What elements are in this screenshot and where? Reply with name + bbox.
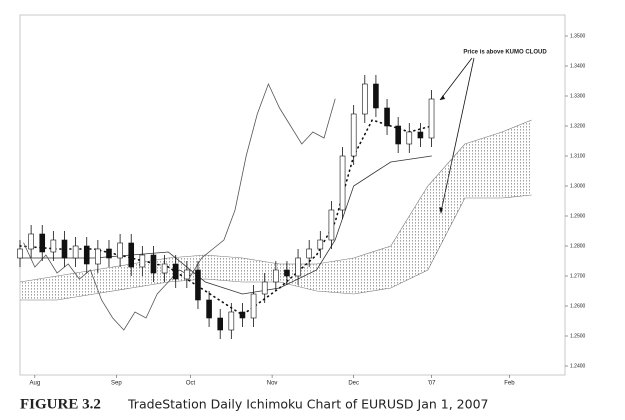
candle-body xyxy=(261,281,268,295)
candle-body xyxy=(83,245,90,265)
candle-body xyxy=(295,257,301,277)
candle-body xyxy=(250,293,257,319)
x-tick-label: Sep xyxy=(111,381,122,387)
y-tick-label: 1.2400 xyxy=(570,363,586,369)
figure-caption: TradeStation Daily Ichimoku Chart of EUR… xyxy=(127,397,488,412)
x-tick-label: Dec xyxy=(348,381,359,387)
candle-body xyxy=(17,248,23,259)
x-tick-label: '07 xyxy=(428,381,436,387)
y-tick-label: 1.3200 xyxy=(570,123,586,129)
y-tick-label: 1.2900 xyxy=(570,213,586,219)
arrow-head xyxy=(440,95,445,100)
y-tick-label: 1.3000 xyxy=(570,183,586,189)
candle-body xyxy=(206,299,212,319)
candle-body xyxy=(417,131,424,139)
candle-body xyxy=(117,242,123,259)
x-tick-label: Aug xyxy=(29,381,40,387)
y-tick-label: 1.3500 xyxy=(570,33,586,39)
candle-body xyxy=(273,269,279,283)
candle-body xyxy=(361,83,368,115)
candle-body xyxy=(317,239,324,250)
candle-body xyxy=(95,248,101,265)
senkou-span xyxy=(19,119,532,283)
x-tick-label: Nov xyxy=(267,381,278,387)
annotation: Price is above KUMO CLOUD xyxy=(463,50,547,56)
x-tick-label: Oct xyxy=(186,381,196,387)
y-tick-label: 1.3300 xyxy=(570,93,586,99)
candle-body xyxy=(239,311,246,319)
figure-label: FIGURE 3.2 xyxy=(20,396,101,412)
x-tick-label: Feb xyxy=(504,381,515,387)
candle-body xyxy=(61,239,68,259)
candle-body xyxy=(384,107,390,127)
candle-body xyxy=(373,83,379,109)
candle-body xyxy=(139,254,146,268)
candle-body xyxy=(172,263,179,280)
candle-body xyxy=(395,125,401,145)
indicator-line xyxy=(23,82,336,331)
candle-body xyxy=(284,269,290,277)
candle-body xyxy=(39,233,46,253)
candle-body xyxy=(106,248,112,259)
candle-body xyxy=(50,239,57,253)
senkou-span xyxy=(20,194,532,301)
candle-body xyxy=(150,254,157,274)
candle-body xyxy=(406,131,413,145)
y-tick-label: 1.2500 xyxy=(570,333,586,339)
annotation-arrow xyxy=(439,57,473,101)
candle-body xyxy=(306,248,312,259)
candle-body xyxy=(161,263,168,274)
candle-body xyxy=(350,113,357,157)
candle-body xyxy=(228,311,235,331)
candle-body xyxy=(195,269,201,301)
candle-body xyxy=(184,269,190,280)
y-tick-label: 1.3100 xyxy=(570,153,586,159)
y-tick-label: 1.2600 xyxy=(570,303,586,309)
candle-body xyxy=(128,242,135,268)
candle-body xyxy=(428,98,435,139)
candle-body xyxy=(72,245,79,259)
kumo-cloud xyxy=(20,120,532,300)
y-tick-label: 1.3400 xyxy=(570,63,586,69)
candle-body xyxy=(28,233,34,250)
y-tick-label: 1.2700 xyxy=(570,273,586,279)
candle-body xyxy=(217,317,224,331)
candle-body xyxy=(328,209,335,241)
y-tick-label: 1.2800 xyxy=(570,243,586,249)
candle-body xyxy=(339,155,346,211)
